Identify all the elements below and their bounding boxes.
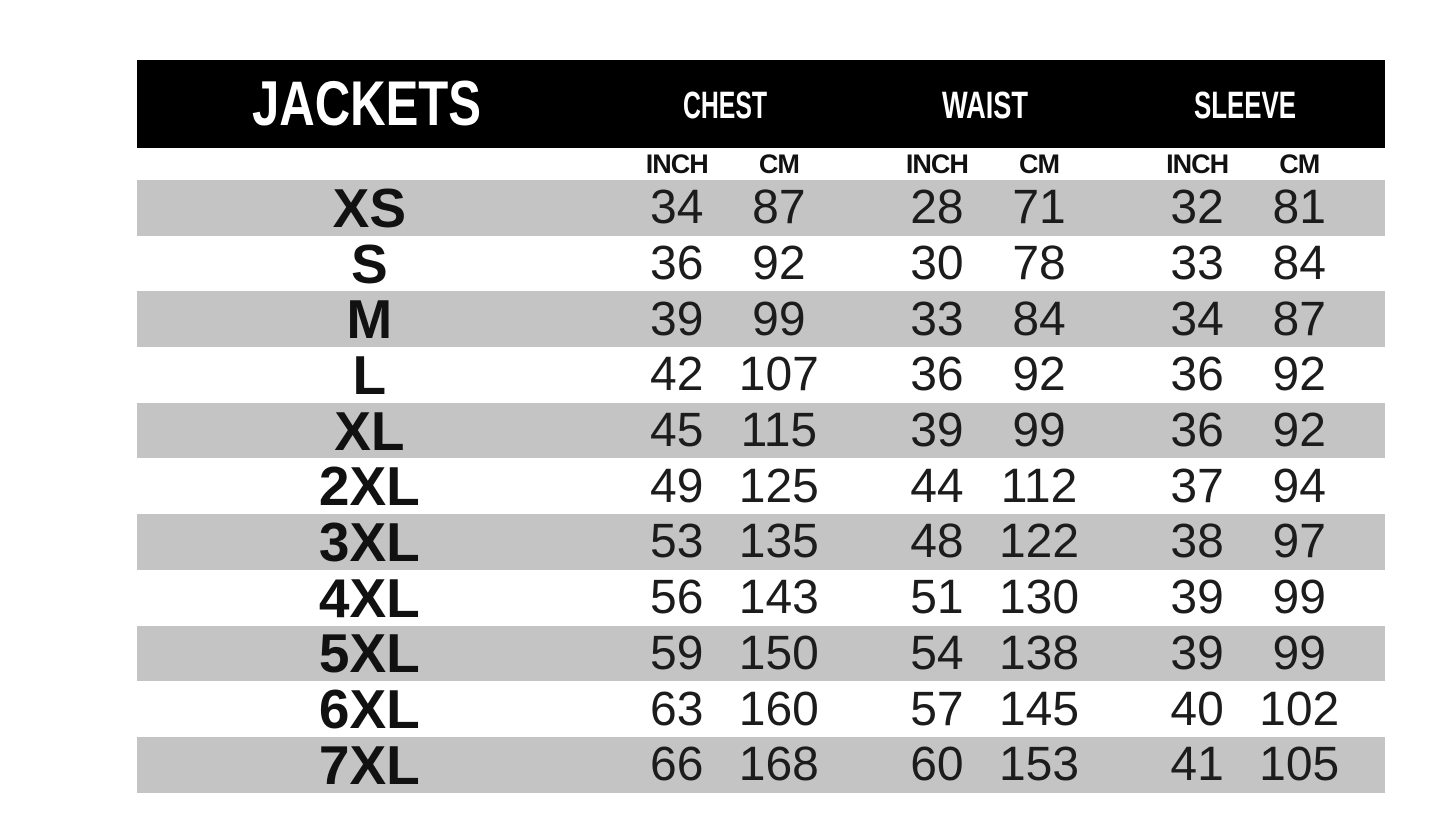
svg-text:SLEEVE: SLEEVE [1194, 85, 1296, 127]
svg-text:JACKETS: JACKETS [252, 69, 481, 139]
svg-text:WAIST: WAIST [942, 85, 1028, 127]
svg-text:CHEST: CHEST [683, 85, 767, 127]
